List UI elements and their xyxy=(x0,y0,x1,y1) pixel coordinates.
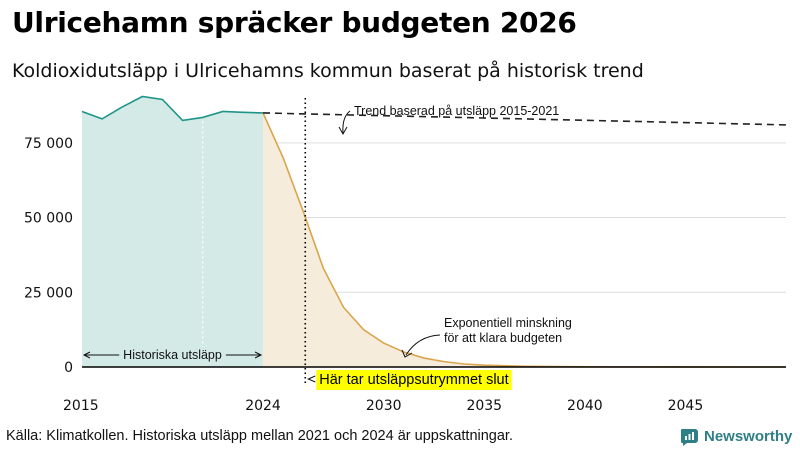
exponential-annotation-line2: för att klara budgeten xyxy=(444,331,562,345)
x-tick-label: 2045 xyxy=(668,398,704,414)
source-footer: Källa: Klimatkollen. Historiska utsläpp … xyxy=(6,428,513,444)
x-tick-label: 2024 xyxy=(245,398,281,414)
x-tick-label: 2040 xyxy=(567,398,603,414)
trend-annotation-arrow xyxy=(342,110,351,134)
x-tick-label: 2030 xyxy=(366,398,402,414)
y-tick-label: 25 000 xyxy=(24,285,73,301)
reduction-area xyxy=(263,112,786,367)
historical-annotation: Historiska utsläpp xyxy=(123,348,222,362)
brand-name: Newsworthy xyxy=(704,427,793,445)
trend-line xyxy=(263,112,787,126)
budget-end-highlight xyxy=(316,370,512,390)
budget-end-label: Här tar utsläppsutrymmet slut xyxy=(319,372,508,388)
x-tick-label: 2035 xyxy=(466,398,502,414)
x-tick-label: 2015 xyxy=(63,398,99,414)
historical-arrow-right xyxy=(254,351,263,359)
historical-arrow-left xyxy=(82,351,91,359)
brand-logo[interactable]: Newsworthy xyxy=(680,426,792,446)
budget-end-arrow xyxy=(306,375,316,383)
exponential-arrowhead xyxy=(401,349,413,358)
chart-title: Ulricehamn spräcker budgeten 2026 xyxy=(12,6,577,39)
y-tick-label: 0 xyxy=(64,360,73,376)
trend-annotation: Trend baserad på utsläpp 2015-2021 xyxy=(354,104,559,118)
chart-subtitle: Koldioxidutsläpp i Ulricehamns kommun ba… xyxy=(12,60,644,82)
trend-arrowhead xyxy=(338,126,348,136)
exponential-annotation-line1: Exponentiell minskning xyxy=(444,316,572,330)
newsworthy-logo-icon xyxy=(681,429,698,446)
y-tick-label: 75 000 xyxy=(24,136,73,152)
y-tick-label: 50 000 xyxy=(24,211,73,227)
historical-line xyxy=(81,95,264,122)
historical-label-bg xyxy=(119,347,226,363)
historical-area xyxy=(82,96,264,367)
exponential-annotation-arrow xyxy=(405,334,441,356)
